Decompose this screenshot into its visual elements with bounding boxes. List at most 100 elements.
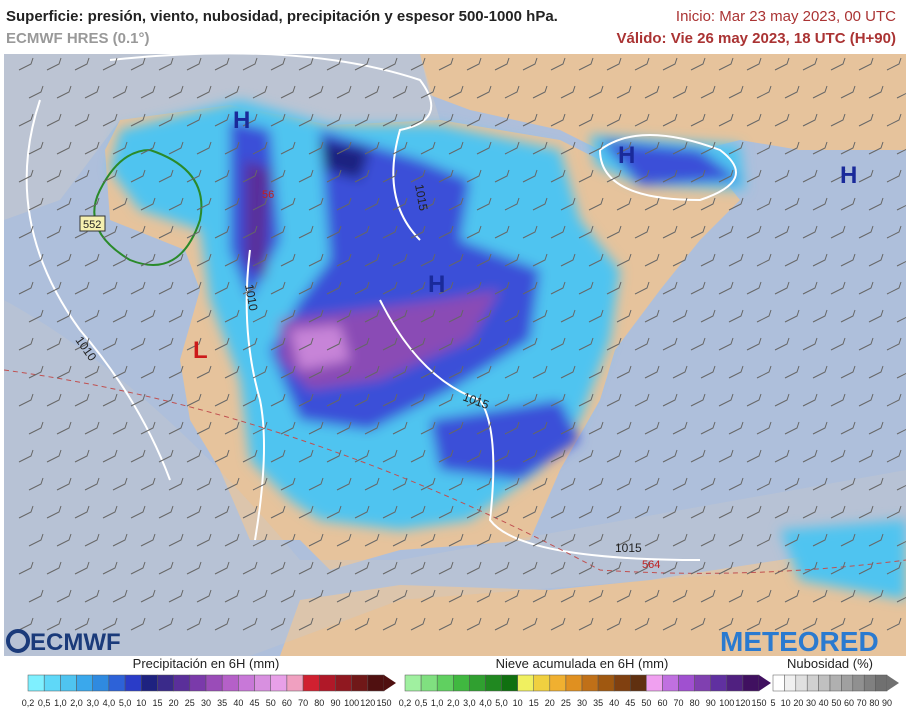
wind-barb xyxy=(420,253,436,267)
wind-barb xyxy=(308,365,324,379)
wind-barb xyxy=(476,309,492,323)
wind-barb xyxy=(84,309,100,323)
wind-barb xyxy=(858,449,874,463)
wind-barb xyxy=(784,533,800,547)
wind-barb xyxy=(448,589,464,603)
wind-barb xyxy=(354,337,370,351)
wind-barb xyxy=(130,449,146,463)
legend-swatch xyxy=(630,674,647,692)
wind-barb xyxy=(896,92,906,99)
wind-barb xyxy=(448,253,464,267)
wind-barb xyxy=(718,617,734,631)
wind-barb xyxy=(18,169,34,183)
wind-barb xyxy=(298,225,314,239)
wind-barb xyxy=(476,533,492,547)
high: H xyxy=(840,162,857,189)
legend-swatch xyxy=(517,674,534,692)
wind-barb xyxy=(560,589,576,603)
wind-barb xyxy=(746,393,762,407)
wind-barb xyxy=(214,113,230,127)
high: H xyxy=(233,107,250,134)
wind-barb xyxy=(168,141,184,155)
wind-barb xyxy=(196,141,212,155)
wind-barb xyxy=(644,253,660,267)
wind-barb xyxy=(410,113,426,127)
wind-barb xyxy=(196,197,212,211)
wind-barb xyxy=(130,561,146,575)
wind-barb xyxy=(784,253,800,267)
wind-barb xyxy=(868,309,884,323)
wind-barb xyxy=(802,561,818,575)
wind-barb xyxy=(830,561,846,575)
wind-barb xyxy=(382,393,398,407)
wind-barb xyxy=(616,421,632,435)
high: H xyxy=(428,271,445,298)
wind-barb xyxy=(308,589,324,603)
wind-barb xyxy=(560,421,576,435)
wind-barb xyxy=(280,365,296,379)
wind-barb xyxy=(214,337,230,351)
legend-tick: 1,0 xyxy=(54,698,67,708)
wind-barb xyxy=(252,197,268,211)
wind-barb xyxy=(196,421,212,435)
legend-tick: 70 xyxy=(674,698,684,708)
wind-barb xyxy=(522,281,538,295)
legend-swatch xyxy=(92,674,110,692)
legend-swatch xyxy=(420,674,438,692)
wind-barb xyxy=(494,617,510,631)
wind-barb xyxy=(354,113,370,127)
legend-arrow xyxy=(384,675,396,691)
wind-barb xyxy=(112,309,128,323)
wind-barb xyxy=(326,449,342,463)
wind-barb xyxy=(46,169,62,183)
wind-barb xyxy=(756,477,772,491)
wind-barb xyxy=(560,309,576,323)
wind-barb xyxy=(578,337,594,351)
wind-barb xyxy=(382,449,398,463)
wind-barb xyxy=(858,393,874,407)
wind-barb xyxy=(46,225,62,239)
wind-barb xyxy=(56,533,72,547)
wind-barb xyxy=(448,533,464,547)
wind-barb xyxy=(588,85,604,99)
wind-barb xyxy=(718,505,734,519)
legend-swatch xyxy=(469,674,486,692)
wind-barb xyxy=(886,169,902,183)
wind-barb xyxy=(56,141,72,155)
wind-barb xyxy=(644,197,660,211)
wind-barb xyxy=(812,421,828,435)
legend-tick: 35 xyxy=(593,698,603,708)
wind-barb xyxy=(214,617,230,631)
legend-swatch xyxy=(367,674,385,692)
wind-barb xyxy=(868,533,884,547)
wind-barb xyxy=(532,589,548,603)
wind-barb xyxy=(588,589,604,603)
wind-barb xyxy=(186,281,202,295)
wind-barb xyxy=(560,533,576,547)
wind-barb xyxy=(830,281,846,295)
wind-barb xyxy=(84,85,100,99)
wind-barb xyxy=(522,505,538,519)
wind-barb xyxy=(858,113,874,127)
wind-barb xyxy=(84,533,100,547)
wind-barb xyxy=(112,141,128,155)
wind-barb xyxy=(606,393,622,407)
wind-barb xyxy=(420,85,436,99)
legend-tick: 40 xyxy=(609,698,619,708)
legend-tick: 70 xyxy=(857,698,867,708)
wind-barb xyxy=(634,57,650,71)
wind-barb xyxy=(886,337,902,351)
legend-tick: 70 xyxy=(298,698,308,708)
wind-barb xyxy=(802,57,818,71)
wind-barb xyxy=(728,197,744,211)
wind-barb xyxy=(466,337,482,351)
wind-barb xyxy=(634,337,650,351)
wind-barb xyxy=(812,477,828,491)
legend-swatch xyxy=(581,674,599,692)
wind-barb xyxy=(784,309,800,323)
wind-barb xyxy=(270,169,286,183)
thickness-label: 564 xyxy=(642,559,660,571)
wind-barb xyxy=(56,85,72,99)
legend-tick: 4,0 xyxy=(103,698,116,708)
wind-barb xyxy=(774,617,790,631)
